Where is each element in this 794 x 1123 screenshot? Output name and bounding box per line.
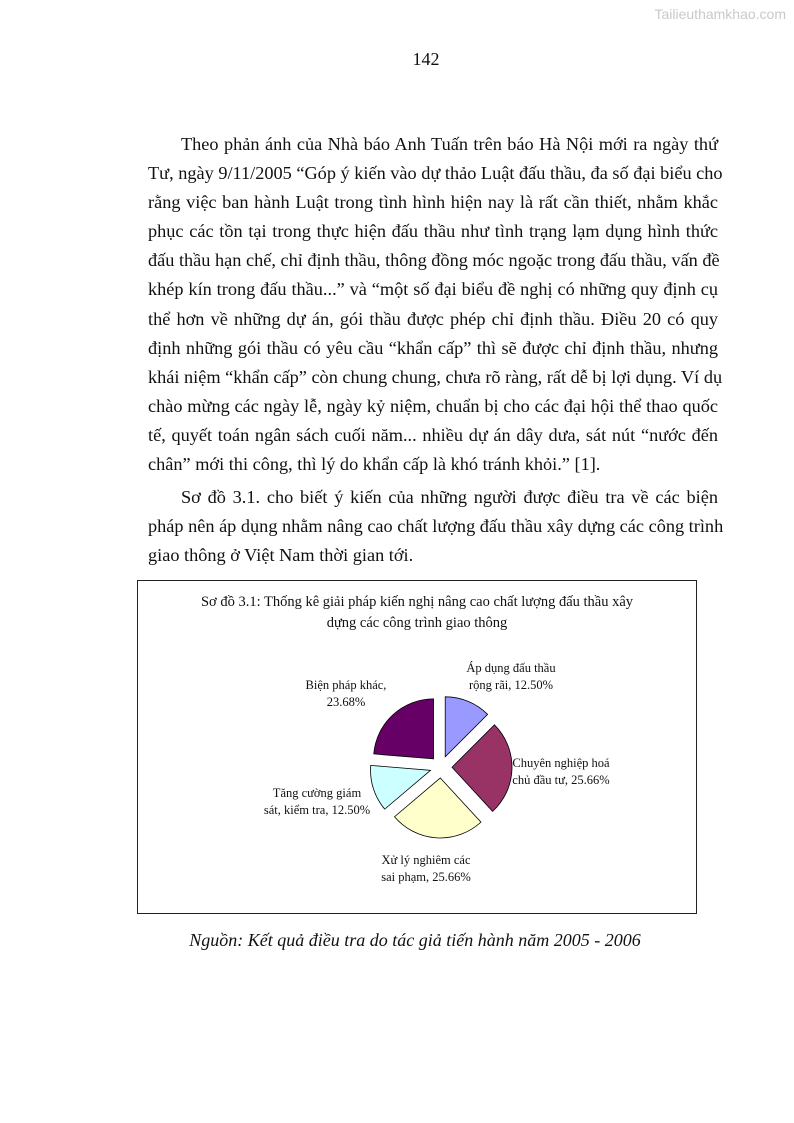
slice-label: Áp dụng đấu thầu rộng rãi, 12.50% [466, 661, 556, 692]
slice-label: Xử lý nghiêm các sai phạm, 25.66% [381, 853, 471, 884]
pie-chart: Sơ đồ 3.1: Thống kê giải pháp kiến nghị … [137, 580, 697, 914]
text-line: chân” mới thi công, thì lý do khẩn cấp l… [148, 454, 601, 475]
text-line: thể hơn về những dự án, gói thầu được ph… [148, 308, 718, 329]
slice-label: Chuyên nghiệp hoá chủ đầu tư, 25.66% [512, 756, 610, 787]
text-line: pháp nên áp dụng nhằm nâng cao chất lượn… [148, 516, 724, 537]
slice-label: Tăng cường giám sát, kiểm tra, 12.50% [263, 786, 371, 817]
watermark: Tailieuthamkhao.com [654, 6, 786, 22]
text-line: định những gói thầu có yêu cầu “khẩn cấp… [148, 337, 718, 358]
pie-slice [373, 698, 434, 760]
text-line: Tư, ngày 9/11/2005 “Góp ý kiến vào dự th… [148, 163, 723, 184]
page-number: 142 [412, 49, 440, 69]
text-line: giao thông ở Việt Nam thời gian tới. [148, 545, 414, 566]
pie-slice [444, 696, 489, 758]
text-line: Sơ đồ 3.1. cho biết ý kiến của những ngư… [181, 487, 718, 508]
pie-slice [451, 724, 513, 812]
text-line: phục các tồn tại trong thực hiện đấu thầ… [148, 221, 718, 242]
text-line: Theo phản ánh của Nhà báo Anh Tuấn trên … [181, 134, 718, 154]
pie-slice [393, 777, 482, 839]
text-line: khép kín trong đấu thầu...” và “một số đ… [148, 279, 718, 300]
chart-title: Sơ đồ 3.1: Thống kê giải pháp kiến nghị … [138, 592, 696, 634]
chart-title-line: Sơ đồ 3.1: Thống kê giải pháp kiến nghị … [200, 594, 634, 610]
source-caption: Nguồn: Kết quả điều tra do tác giả tiến … [189, 930, 641, 950]
body-text: Theo phản ánh của Nhà báo Anh Tuấn trên … [148, 130, 724, 570]
pie-slice [370, 764, 432, 810]
chart-title-line: dựng các công trình giao thông [326, 615, 508, 631]
slice-label: Biện pháp khác, 23.68% [305, 678, 387, 709]
text-line: tế, quyết toán ngân sách cuối năm... nhi… [148, 424, 718, 445]
text-line: rằng việc ban hành Luật trong tình hình … [148, 192, 718, 213]
text-line: chào mừng các ngày lễ, ngày kỷ niệm, chu… [148, 395, 718, 416]
text-line: khái niệm “khẩn cấp” còn chung chung, ch… [148, 366, 723, 387]
text-line: đấu thầu hạn chế, chỉ định thầu, thông đ… [148, 250, 720, 271]
pie-svg [370, 696, 513, 839]
